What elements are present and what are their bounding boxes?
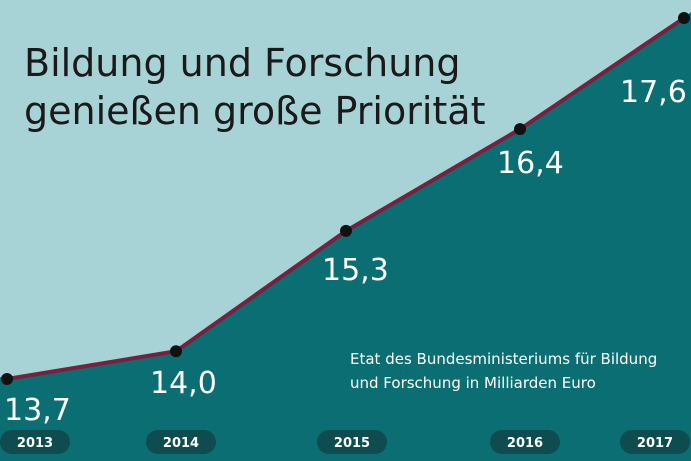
data-point-2013 [1,373,13,385]
data-point-2015 [340,224,352,237]
data-point-2017 [678,12,690,24]
chart-title-line-2: genießen große Priorität [24,89,486,133]
year-pill-2015 [317,430,387,454]
value-label-2013: 13,7 [4,393,71,428]
year-pill-2013 [0,430,70,454]
data-point-2016 [514,123,526,136]
year-label-2013: 2013 [17,436,53,451]
chart-note-line-1: Etat des Bundesministeriums für Bildung [350,350,657,368]
year-axis: 2013 2014 2015 2016 2017 [0,430,690,454]
year-label-2015: 2015 [334,436,370,451]
year-label-2016: 2016 [507,436,543,451]
value-label-2015: 15,3 [322,253,389,288]
data-point-2014 [170,345,182,358]
value-label-2014: 14,0 [150,366,217,401]
year-label-2017: 2017 [637,436,673,451]
chart-note-line-2: und Forschung in Milliarden Euro [350,374,596,392]
year-pill-2017 [620,430,690,454]
year-label-2014: 2014 [163,436,199,451]
value-label-2017: 17,6 [620,75,687,110]
value-labels: 13,7 14,0 15,3 16,4 17,6 [4,75,687,428]
value-label-2016: 16,4 [497,146,564,181]
year-pill-2014 [146,430,216,454]
chart-title-line-1: Bildung und Forschung [24,41,460,85]
year-pill-2016 [490,430,560,454]
data-points [1,12,690,385]
